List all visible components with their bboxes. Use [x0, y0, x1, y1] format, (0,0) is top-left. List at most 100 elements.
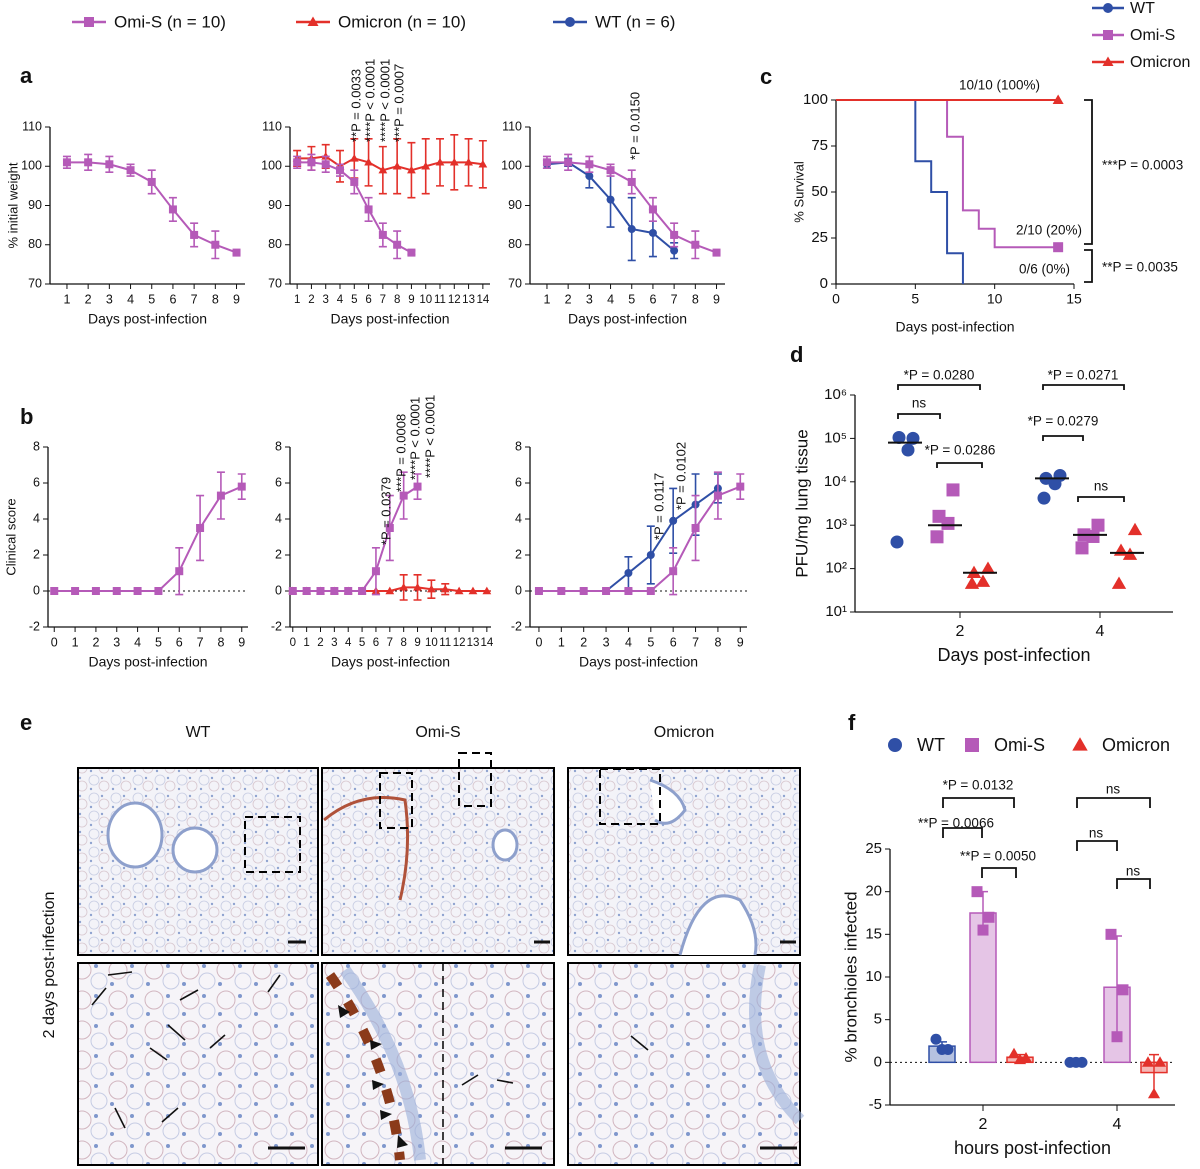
point	[936, 1044, 948, 1056]
point	[112, 587, 121, 595]
y-tick-label: 15	[865, 925, 882, 942]
point	[606, 195, 615, 204]
y-tick-label: 0	[820, 275, 828, 292]
x-tick-label: 4	[134, 635, 141, 649]
epithelium	[340, 966, 426, 1161]
p-value: *P = 0.0132	[943, 778, 1014, 793]
point	[468, 586, 478, 595]
y-tick-label: 8	[515, 439, 522, 453]
point	[84, 158, 93, 167]
y-tick-label: 50	[811, 183, 828, 200]
point	[1111, 576, 1127, 589]
x-tick-label: 4	[607, 292, 614, 306]
point	[983, 911, 995, 923]
airway	[678, 894, 758, 956]
x-tick-label: 3	[323, 294, 329, 306]
histology-images	[77, 752, 805, 1166]
y-tick-label: 10⁶	[824, 386, 847, 403]
x-tick-label: 9	[233, 292, 240, 306]
x-tick-label: 14	[476, 294, 489, 306]
y-tick-label: 90	[508, 198, 522, 212]
point	[564, 158, 573, 167]
point	[378, 230, 387, 239]
x-tick-label: 15	[1066, 291, 1082, 307]
point	[385, 586, 395, 595]
legend-label: Omi-S	[1130, 27, 1175, 44]
y-tick-label: 5	[874, 1011, 882, 1028]
point	[1117, 984, 1129, 996]
point	[1052, 94, 1064, 104]
y-tick-label: 0	[275, 583, 282, 597]
point	[392, 161, 402, 170]
point	[1053, 242, 1064, 253]
x-tick-label: 11	[434, 294, 446, 306]
point	[892, 430, 906, 444]
y-tick-label: 10³	[825, 516, 847, 533]
point	[407, 165, 416, 174]
point	[1111, 1031, 1123, 1043]
point	[364, 205, 373, 214]
x-tick-label: 1	[294, 294, 300, 306]
point	[435, 157, 445, 166]
x-tick-label: 2	[565, 292, 572, 306]
point	[237, 482, 246, 491]
x-tick-label: 4	[1113, 1116, 1122, 1133]
legend-label: Omicron	[1102, 735, 1170, 755]
bracket	[936, 462, 983, 468]
point	[980, 561, 996, 574]
point	[977, 924, 989, 936]
point	[393, 240, 402, 249]
point	[670, 230, 679, 239]
point	[602, 587, 611, 595]
point	[1048, 477, 1062, 491]
point	[105, 160, 114, 169]
point	[378, 165, 388, 174]
point	[557, 587, 566, 595]
column-label: Omicron	[654, 724, 714, 741]
point	[627, 177, 636, 186]
point	[691, 524, 700, 532]
point	[712, 248, 721, 257]
x-tick-label: 12	[448, 294, 461, 306]
y-tick-label: 80	[28, 237, 42, 251]
x-tick-label: 0	[51, 635, 58, 649]
x-tick-label: 12	[453, 637, 466, 649]
point	[413, 583, 422, 591]
inset-box	[244, 816, 301, 873]
y-axis-label: % initial weight	[5, 162, 20, 248]
x-axis-label: Days post-infection	[88, 654, 207, 670]
x-tick-label: 4	[127, 292, 134, 306]
point	[627, 225, 636, 234]
y-tick-label: -2	[511, 619, 522, 633]
y-tick-label: 10²	[825, 560, 847, 577]
y-tick-label: 110	[22, 119, 42, 133]
x-tick-label: 7	[197, 635, 204, 649]
p-value: ***P = 0.0007	[391, 64, 406, 142]
bracket	[942, 797, 1015, 808]
y-tick-label: 10⁴	[824, 473, 847, 490]
p-value: *P = 0.0379	[378, 477, 393, 545]
point	[579, 587, 588, 595]
point	[399, 583, 409, 591]
p-value: 2/10 (20%)	[1016, 223, 1082, 238]
point	[648, 228, 657, 237]
point	[50, 587, 59, 595]
column-label: Omi-S	[415, 724, 460, 741]
y-tick-label: 4	[515, 511, 522, 525]
bracket	[1116, 878, 1151, 889]
y-tick-label: 110	[502, 119, 522, 133]
airway	[106, 801, 164, 869]
point	[421, 161, 431, 170]
x-tick-label: 11	[439, 637, 451, 649]
series-line	[54, 485, 243, 592]
point	[293, 158, 302, 167]
point	[534, 587, 543, 595]
x-tick-label: 6	[670, 635, 677, 649]
x-tick-label: 2	[92, 635, 99, 649]
point	[302, 587, 311, 595]
bar	[969, 912, 997, 1064]
y-tick-label: 110	[262, 119, 282, 133]
point	[1086, 529, 1100, 543]
x-tick-label: 7	[191, 292, 198, 306]
row-label: 2 days post-infection	[41, 892, 58, 1039]
